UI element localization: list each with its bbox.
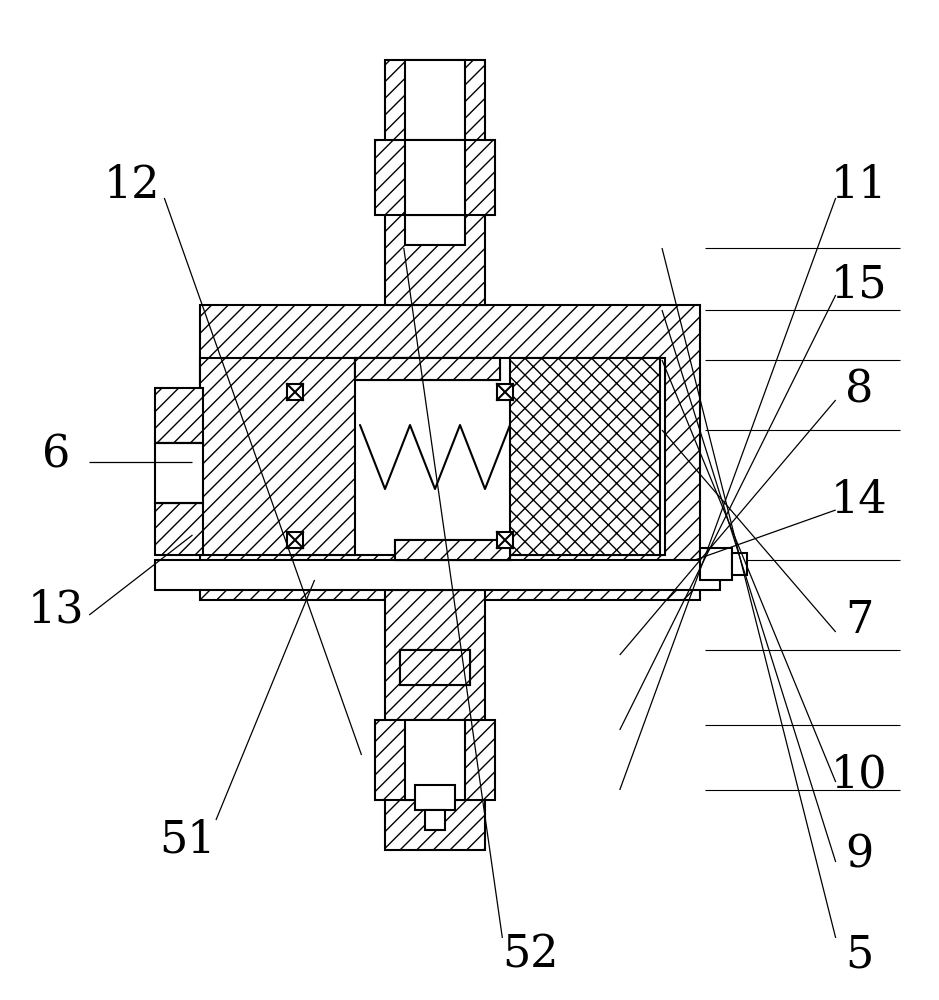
Bar: [400, 650, 470, 685]
Bar: [355, 358, 500, 380]
Bar: [405, 60, 465, 245]
Text: 11: 11: [831, 163, 887, 207]
Bar: [287, 384, 303, 400]
Text: 5: 5: [845, 933, 873, 977]
Bar: [395, 540, 510, 560]
Text: 51: 51: [160, 818, 216, 862]
Bar: [415, 785, 455, 810]
Text: 52: 52: [502, 933, 559, 977]
Bar: [700, 548, 732, 580]
Bar: [375, 140, 495, 215]
Bar: [200, 305, 700, 600]
Bar: [405, 720, 465, 800]
Bar: [155, 560, 720, 590]
Bar: [400, 650, 470, 685]
Text: 14: 14: [831, 478, 887, 522]
Text: 13: 13: [28, 588, 85, 632]
Bar: [287, 532, 303, 548]
Text: 12: 12: [103, 163, 160, 207]
Bar: [497, 532, 513, 548]
Bar: [732, 553, 747, 575]
Text: 10: 10: [831, 753, 887, 797]
Bar: [155, 388, 203, 443]
Text: 9: 9: [845, 833, 873, 877]
Bar: [295, 358, 665, 555]
Text: 8: 8: [845, 368, 873, 412]
Bar: [425, 810, 445, 830]
Bar: [395, 540, 510, 560]
Bar: [405, 140, 465, 215]
Bar: [375, 720, 495, 800]
Bar: [497, 384, 513, 400]
Text: 7: 7: [845, 598, 873, 642]
Bar: [155, 443, 203, 503]
Bar: [510, 358, 660, 555]
Bar: [355, 358, 500, 380]
Bar: [385, 590, 485, 850]
Text: 15: 15: [831, 263, 887, 307]
Bar: [200, 358, 355, 555]
Bar: [385, 60, 485, 305]
Text: 6: 6: [42, 433, 70, 477]
Bar: [155, 503, 203, 555]
